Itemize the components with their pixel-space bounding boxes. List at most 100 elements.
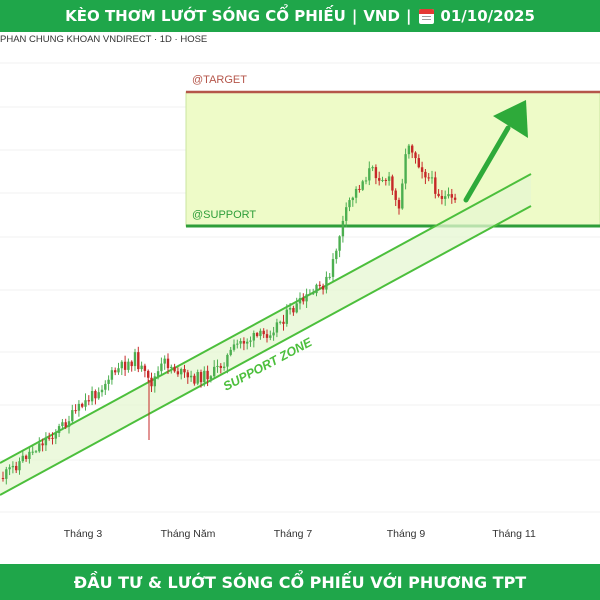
candle-body-61 (203, 370, 206, 383)
candle-body-78 (259, 330, 262, 337)
candle-body-134 (444, 196, 447, 199)
candle-body-67 (222, 366, 226, 368)
candle-body-66 (219, 365, 222, 368)
candle-body-129 (427, 177, 430, 179)
candle-body-63 (209, 376, 213, 380)
candle-body-84 (279, 321, 282, 323)
candle-body-37 (123, 361, 127, 370)
header-date: 01/10/2025 (440, 7, 535, 25)
candle-body-5 (18, 461, 21, 471)
candle-body-91 (302, 298, 305, 302)
footer-banner: ĐẦU TƯ & LƯỚT SÓNG CỔ PHIẾU VỚI PHƯƠNG T… (0, 564, 600, 600)
candle-body-1 (5, 469, 8, 479)
candle-body-121 (401, 183, 404, 209)
candle-body-99 (328, 276, 331, 278)
candle-body-110 (364, 180, 368, 182)
candle-body-70 (232, 344, 236, 350)
candle-body-14 (48, 437, 51, 439)
candle-body-77 (255, 332, 259, 337)
candle-body-92 (305, 294, 308, 302)
candle-body-50 (166, 358, 170, 369)
projection-arrow-head (493, 100, 528, 138)
candle-body-49 (163, 358, 166, 364)
candle-body-118 (391, 176, 394, 191)
candle-body-33 (110, 370, 114, 380)
candle-body-31 (104, 383, 107, 390)
candle-body-64 (213, 366, 216, 377)
candle-body-6 (21, 455, 24, 462)
candle-body-27 (90, 391, 94, 402)
candle-body-122 (404, 154, 407, 184)
candle-body-10 (34, 451, 38, 453)
candle-body-81 (269, 335, 272, 338)
support-label: @SUPPORT (192, 209, 256, 221)
target-zone (185, 91, 600, 227)
candle-body-43 (143, 365, 147, 371)
candle-body-40 (133, 352, 137, 367)
candle-body-104 (345, 207, 348, 221)
candle-body-65 (216, 365, 219, 367)
candle-body-19 (64, 422, 67, 427)
candle-body-98 (325, 276, 328, 290)
footer-slogan: ĐẦU TƯ & LƯỚT SÓNG CỔ PHIẾU VỚI PHƯƠNG T… (73, 572, 527, 592)
x-tick-label-4: Tháng 11 (492, 528, 536, 540)
candle-body-107 (354, 188, 358, 198)
x-tick-label-1: Tháng Năm (161, 528, 216, 540)
candle-body-68 (226, 354, 229, 367)
candle-body-135 (447, 194, 450, 197)
channel-upper-line (0, 173, 532, 464)
candle-body-106 (351, 197, 354, 201)
candle-body-46 (153, 376, 156, 387)
candle-body-54 (180, 369, 183, 375)
header-banner: KÈO THƠM LƯỚT SÓNG CỔ PHIẾU | VND | 01/1… (0, 0, 600, 32)
candle-body-88 (292, 307, 295, 313)
candle-body-9 (31, 451, 34, 453)
candle-body-13 (44, 437, 48, 446)
candle-body-126 (417, 158, 420, 168)
candle-body-38 (127, 361, 130, 370)
candle-body-95 (315, 284, 318, 294)
x-tick-label-3: Tháng 9 (387, 528, 426, 540)
candle-body-26 (87, 400, 90, 402)
candle-body-127 (420, 167, 424, 172)
candle-body-60 (199, 372, 203, 383)
candle-body-48 (160, 363, 163, 372)
x-tick-label-0: Tháng 3 (64, 528, 103, 540)
candle-body-113 (374, 167, 378, 179)
candle-body-105 (348, 200, 351, 208)
candle-body-35 (117, 368, 120, 373)
candle-body-17 (57, 426, 61, 434)
candle-body-45 (150, 377, 153, 387)
candle-body-62 (206, 370, 209, 380)
candle-body-128 (424, 171, 427, 178)
candle-body-108 (358, 188, 361, 190)
candle-body-32 (107, 379, 110, 384)
candle-body-7 (24, 455, 28, 459)
candle-body-102 (338, 236, 341, 251)
candle-body-87 (288, 307, 292, 310)
candle-body-2 (8, 467, 11, 470)
header-title: KÈO THƠM LƯỚT SÓNG CỔ PHIẾU (65, 7, 346, 25)
candle-body-79 (262, 330, 265, 335)
candle-body-117 (387, 176, 391, 181)
candle-body-124 (411, 145, 414, 153)
candle-body-85 (282, 321, 285, 324)
candle-body-132 (437, 193, 440, 196)
candle-body-28 (94, 391, 97, 399)
candle-body-8 (28, 451, 31, 459)
candle-body-11 (38, 443, 41, 452)
calendar-icon (419, 8, 435, 24)
candle-body-21 (71, 410, 74, 422)
candle-body-59 (196, 372, 199, 384)
candle-body-69 (229, 349, 232, 355)
candle-body-136 (450, 194, 453, 198)
target-label: @TARGET (192, 74, 247, 86)
header-separator: | (351, 7, 358, 25)
candle-body-76 (252, 332, 255, 341)
candle-body-16 (54, 433, 57, 439)
candle-body-90 (298, 298, 302, 304)
candle-body-52 (173, 366, 176, 372)
candle-body-80 (265, 334, 269, 338)
candle-body-71 (236, 343, 239, 345)
candle-body-15 (51, 437, 54, 439)
